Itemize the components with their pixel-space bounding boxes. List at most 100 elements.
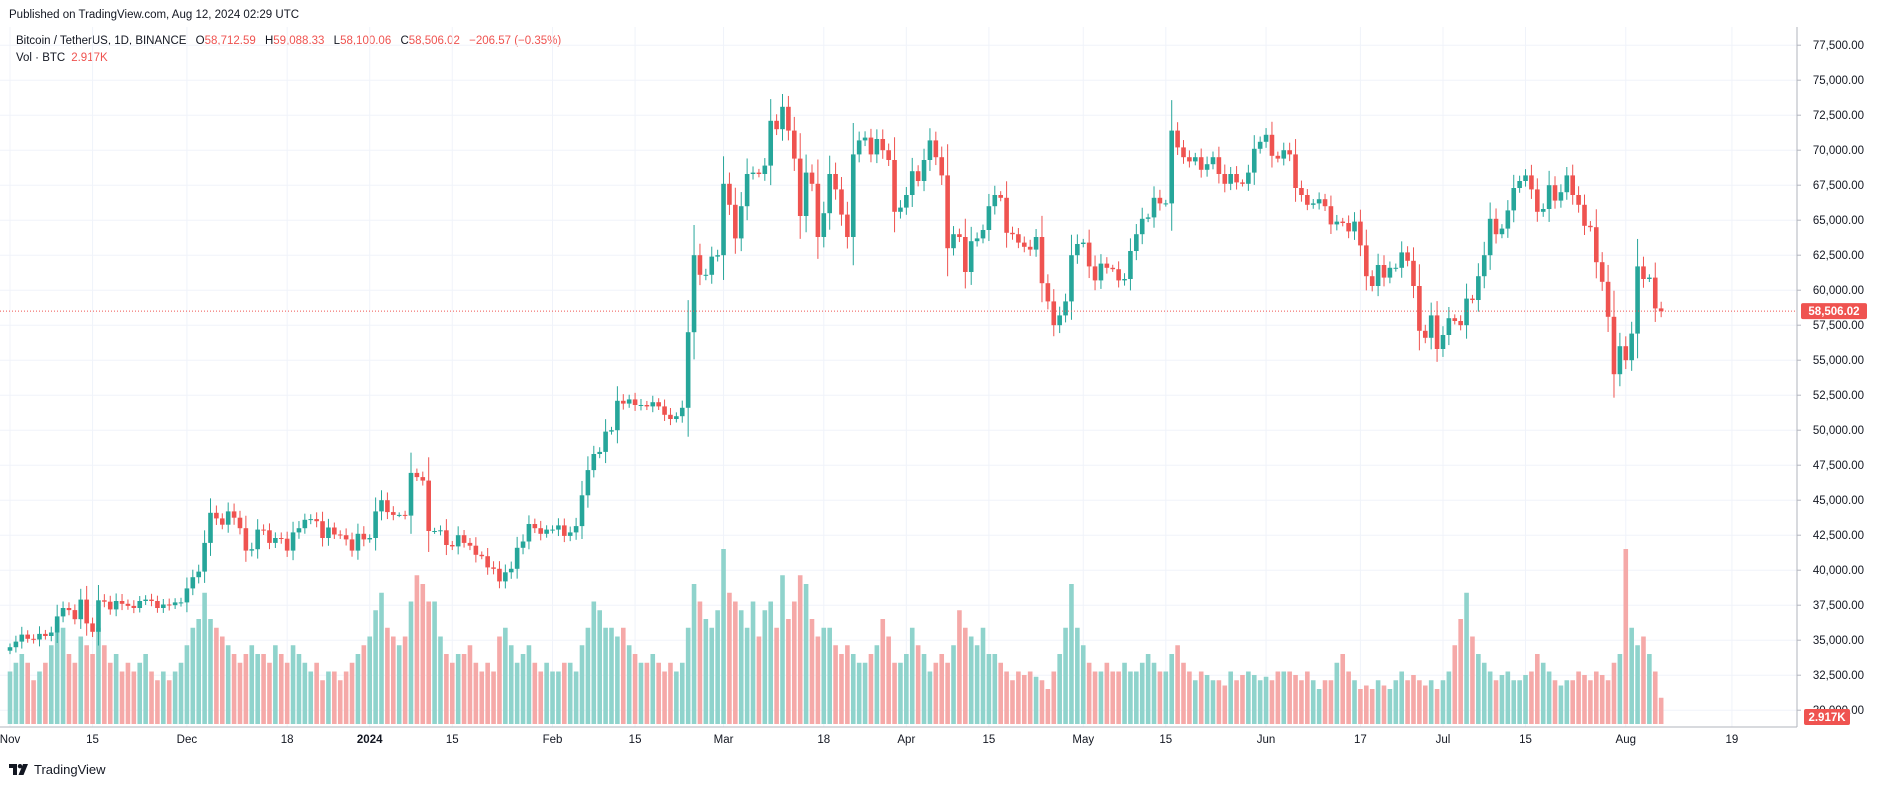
volume-bar bbox=[1428, 680, 1434, 724]
candle-body bbox=[1582, 204, 1587, 226]
volume-bar bbox=[332, 671, 337, 724]
low-value: 58,100.06 bbox=[340, 35, 392, 47]
volume-bar bbox=[1310, 680, 1316, 724]
candle-body bbox=[125, 603, 131, 606]
volume-bar bbox=[1387, 689, 1393, 724]
candle-body bbox=[963, 237, 968, 272]
last-price-tag: 58,506.02 bbox=[1801, 303, 1867, 320]
candle-body bbox=[1098, 263, 1104, 281]
candle-body bbox=[237, 517, 243, 529]
volume-bar bbox=[143, 654, 148, 724]
candle-body bbox=[1340, 221, 1346, 223]
candle-body bbox=[290, 532, 296, 551]
volume-label[interactable]: Vol · BTC bbox=[16, 52, 66, 64]
volume-bar bbox=[296, 654, 302, 724]
candle-body bbox=[1263, 134, 1269, 142]
candle-body bbox=[1234, 174, 1239, 183]
candle-body bbox=[131, 605, 137, 608]
high-value: 59,088.33 bbox=[273, 35, 325, 47]
volume-bar bbox=[556, 671, 561, 724]
volume-bar bbox=[626, 645, 632, 724]
volume-bar bbox=[1652, 671, 1658, 724]
volume-bar bbox=[391, 636, 396, 724]
volume-bar bbox=[856, 662, 862, 724]
time-tick-label: Mar bbox=[714, 734, 734, 746]
volume-bar bbox=[178, 662, 184, 724]
volume-bar bbox=[1576, 671, 1581, 724]
price-tick-label: 37,500.00 bbox=[1813, 600, 1864, 612]
volume-bar bbox=[1092, 671, 1098, 724]
candle-body bbox=[202, 542, 207, 572]
volume-bar bbox=[420, 584, 426, 724]
candle-body bbox=[567, 532, 573, 536]
candle-body bbox=[685, 332, 691, 408]
volume-bar bbox=[438, 636, 443, 724]
volume-bar bbox=[1281, 671, 1287, 724]
volume-bar bbox=[278, 654, 284, 724]
volume-bar bbox=[320, 680, 325, 724]
volume-bar bbox=[1364, 685, 1369, 724]
candle-body bbox=[102, 600, 107, 602]
candle-body bbox=[420, 477, 426, 481]
candle-body bbox=[1417, 286, 1422, 331]
candle-body bbox=[66, 608, 72, 611]
tradingview-logo-text: TradingView bbox=[34, 762, 106, 777]
volume-bar bbox=[1134, 671, 1139, 724]
candle-body bbox=[904, 195, 909, 208]
candle-body bbox=[1216, 157, 1222, 174]
candle-body bbox=[1134, 234, 1139, 251]
candle-body bbox=[909, 171, 915, 195]
candle-body bbox=[1346, 223, 1351, 232]
price-tick-label: 57,500.00 bbox=[1813, 320, 1864, 332]
tradingview-logo[interactable]: TradingView bbox=[9, 762, 106, 777]
candle-body bbox=[1157, 197, 1163, 204]
volume-bar bbox=[1505, 671, 1511, 724]
candlesticks bbox=[7, 93, 1664, 655]
volume-bar bbox=[1493, 680, 1499, 724]
volume-legend: Vol · BTC 2.917K bbox=[16, 52, 108, 64]
candle-body bbox=[214, 512, 219, 519]
volume-bar bbox=[1452, 645, 1458, 724]
candle-body bbox=[396, 514, 402, 516]
candle-body bbox=[579, 495, 585, 527]
price-tick-label: 47,500.00 bbox=[1813, 460, 1864, 472]
candle-body bbox=[1257, 141, 1263, 149]
candle-body bbox=[709, 256, 715, 275]
candle-body bbox=[1027, 246, 1033, 250]
volume-bar bbox=[986, 654, 992, 724]
volume-bar bbox=[904, 654, 909, 724]
candle-body bbox=[1599, 262, 1605, 282]
candle-body bbox=[13, 641, 19, 648]
volume-bar bbox=[113, 654, 119, 724]
volume-bar bbox=[1405, 680, 1410, 724]
volume-bar bbox=[780, 575, 785, 724]
candle-body bbox=[1493, 218, 1499, 235]
candle-body bbox=[998, 195, 1003, 198]
volume-bar bbox=[485, 662, 490, 724]
candle-body bbox=[797, 158, 803, 216]
candle-body bbox=[314, 519, 319, 522]
candle-body bbox=[768, 120, 774, 166]
candle-body bbox=[1287, 150, 1292, 155]
candle-body bbox=[1641, 266, 1646, 279]
volume-bar bbox=[1021, 675, 1027, 724]
chart-grid bbox=[0, 27, 1797, 727]
volume-bar bbox=[744, 627, 750, 724]
volume-bar bbox=[1287, 671, 1292, 724]
candle-body bbox=[461, 535, 467, 543]
candle-body bbox=[927, 140, 933, 160]
volume-bar bbox=[7, 671, 13, 724]
volume-bar bbox=[1080, 645, 1086, 724]
candle-body bbox=[1045, 283, 1051, 302]
candle-body bbox=[261, 529, 266, 531]
volume-bar bbox=[149, 671, 154, 724]
candle-body bbox=[161, 604, 166, 608]
volume-bar bbox=[868, 654, 874, 724]
volume-bar bbox=[915, 645, 921, 724]
candle-body bbox=[196, 571, 202, 578]
symbol-label[interactable]: Bitcoin / TetherUS, 1D, BINANCE bbox=[16, 35, 187, 47]
volume-bar bbox=[957, 610, 962, 724]
candle-body bbox=[166, 604, 172, 606]
volume-bar bbox=[202, 592, 207, 724]
